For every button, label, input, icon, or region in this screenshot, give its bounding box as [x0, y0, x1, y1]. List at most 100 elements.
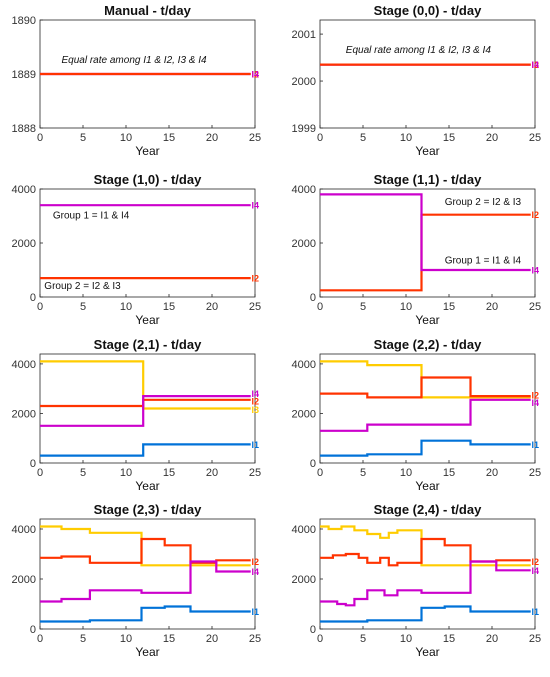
- series-end-label: I2: [252, 274, 260, 284]
- x-tick-label: 20: [486, 301, 498, 313]
- x-tick-label: 20: [206, 301, 218, 313]
- series-line-i1: [320, 439, 531, 457]
- chart-title: Stage (0,0) - t/day: [374, 3, 482, 18]
- x-tick-label: 25: [529, 132, 541, 144]
- x-tick-label: 0: [317, 467, 323, 479]
- x-tick-label: 15: [163, 633, 175, 645]
- chart-title: Stage (2,1) - t/day: [94, 337, 202, 352]
- x-tick-label: 10: [120, 301, 132, 313]
- x-tick-label: 25: [529, 301, 541, 313]
- x-tick-label: 5: [360, 301, 366, 313]
- x-tick-label: 5: [360, 132, 366, 144]
- x-tick-label: 15: [443, 132, 455, 144]
- x-axis-label: Year: [415, 645, 439, 659]
- series-end-label: I2: [532, 60, 540, 70]
- x-tick-label: 20: [486, 633, 498, 645]
- y-tick-label: 1999: [292, 123, 316, 135]
- series-line-i3: [40, 360, 251, 410]
- y-tick-label: 1889: [12, 69, 36, 81]
- x-tick-label: 5: [360, 467, 366, 479]
- series-line-i3: [320, 360, 531, 399]
- x-tick-label: 5: [80, 467, 86, 479]
- series-end-label: I1: [252, 440, 260, 450]
- y-tick-label: 2000: [292, 76, 316, 88]
- series-end-label: I4: [252, 201, 260, 211]
- chart-title: Stage (2,3) - t/day: [94, 502, 202, 517]
- x-tick-label: 5: [80, 132, 86, 144]
- annotation-text: Group 2 = I2 & I3: [445, 197, 522, 208]
- chart-title: Manual - t/day: [104, 3, 191, 18]
- y-tick-label: 0: [310, 292, 316, 304]
- annotation-text: Group 1 = I1 & I4: [53, 211, 130, 222]
- series-line-i3: [320, 525, 531, 567]
- series-end-label: I4: [532, 60, 540, 70]
- series-line-i4: [40, 560, 251, 603]
- series-line-i1: [40, 605, 251, 623]
- chart-title: Stage (2,4) - t/day: [374, 502, 482, 517]
- chart-panel-6: Stage (2,2) - t/day 0 5 10 15 20 25 0 2000 4000 Ye…: [292, 337, 542, 493]
- y-tick-label: 0: [30, 458, 36, 470]
- series-end-label: I2: [252, 70, 260, 80]
- x-axis-label: Year: [135, 479, 159, 493]
- x-tick-label: 10: [120, 132, 132, 144]
- y-tick-label: 0: [310, 458, 316, 470]
- y-tick-label: 2000: [12, 408, 36, 420]
- series-end-label: I4: [532, 266, 540, 276]
- y-tick-label: 2000: [12, 238, 36, 250]
- x-axis-label: Year: [135, 313, 159, 327]
- y-tick-label: 4000: [292, 524, 316, 536]
- series-line-i4: [40, 395, 251, 427]
- y-tick-label: 4000: [12, 524, 36, 536]
- x-tick-label: 5: [80, 301, 86, 313]
- series-end-label: I1: [532, 607, 540, 617]
- x-axis-label: Year: [415, 313, 439, 327]
- x-tick-label: 0: [317, 301, 323, 313]
- x-tick-label: 15: [443, 633, 455, 645]
- y-tick-label: 4000: [292, 359, 316, 371]
- series-end-label: I4: [532, 566, 540, 576]
- chart-panel-7: Stage (2,3) - t/day 0 5 10 15 20 25 0 2000 4000 Ye…: [12, 502, 262, 659]
- series-end-label: I1: [252, 607, 260, 617]
- x-tick-label: 25: [529, 467, 541, 479]
- x-tick-label: 5: [80, 633, 86, 645]
- x-tick-label: 10: [400, 132, 412, 144]
- x-tick-label: 25: [249, 633, 261, 645]
- x-tick-label: 20: [206, 633, 218, 645]
- x-tick-label: 15: [163, 467, 175, 479]
- y-tick-label: 2001: [292, 29, 316, 41]
- x-tick-label: 5: [360, 633, 366, 645]
- series-end-label: I2: [532, 210, 540, 220]
- series-end-label: I4: [252, 70, 260, 80]
- chart-title: Stage (1,1) - t/day: [374, 172, 482, 187]
- x-tick-label: 15: [163, 301, 175, 313]
- y-tick-label: 2000: [12, 574, 36, 586]
- plot-area: [319, 19, 536, 129]
- series-end-label: I2: [532, 557, 540, 567]
- plot-area: [319, 353, 536, 464]
- x-tick-label: 10: [400, 467, 412, 479]
- series-end-label: I2: [252, 397, 260, 407]
- series-line-i4: [320, 560, 531, 607]
- y-tick-label: 2000: [292, 574, 316, 586]
- chart-panel-1: Manual - t/day 0 5 10 15 20 25 1888 1889 1890 Year…: [12, 3, 262, 158]
- chart-title: Stage (2,2) - t/day: [374, 337, 482, 352]
- x-tick-label: 0: [317, 633, 323, 645]
- chart-title: Stage (1,0) - t/day: [94, 172, 202, 187]
- annotation-text: Group 1 = I1 & I4: [445, 255, 522, 266]
- series-end-label: I3: [252, 405, 260, 415]
- series-line-i4: [320, 398, 531, 432]
- series-end-label: I4: [252, 389, 260, 399]
- x-tick-label: 20: [486, 467, 498, 479]
- x-tick-label: 25: [249, 132, 261, 144]
- x-tick-label: 25: [529, 633, 541, 645]
- y-tick-label: 2000: [292, 238, 316, 250]
- annotation-text: Equal rate among I1 & I2, I3 & I4: [346, 45, 492, 56]
- x-axis-label: Year: [135, 645, 159, 659]
- chart-panel-3: Stage (1,0) - t/day 0 5 10 15 20 25 0 2000 4000 Ye…: [12, 172, 262, 327]
- x-tick-label: 10: [120, 633, 132, 645]
- series-end-label: I1: [532, 440, 540, 450]
- series-line-i1: [320, 605, 531, 623]
- y-tick-label: 1888: [12, 123, 36, 135]
- x-tick-label: 15: [443, 301, 455, 313]
